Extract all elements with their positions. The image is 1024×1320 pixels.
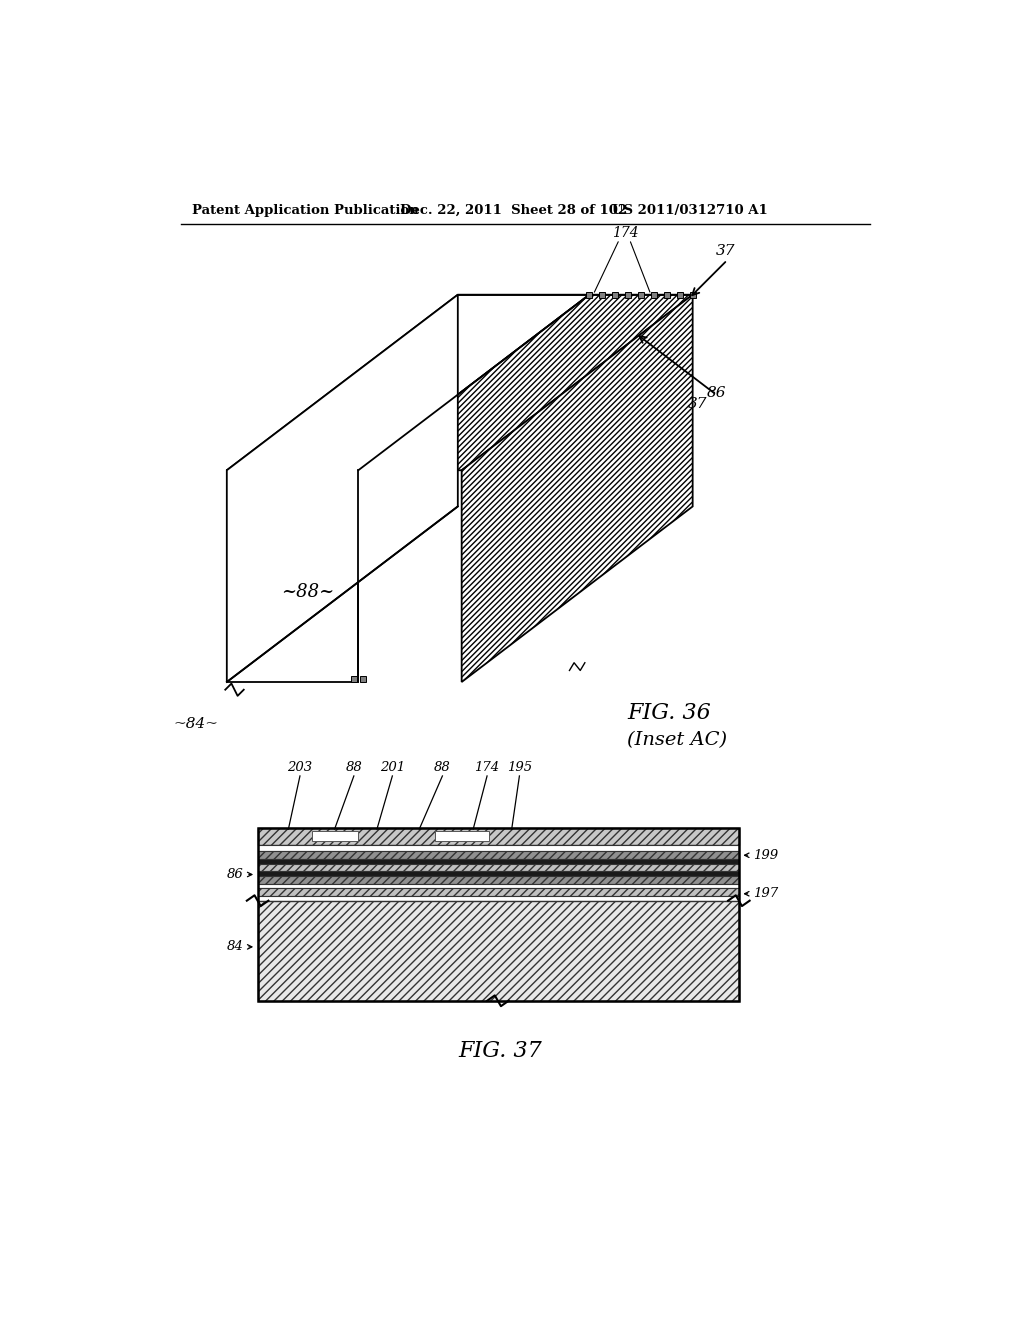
Text: Dec. 22, 2011  Sheet 28 of 102: Dec. 22, 2011 Sheet 28 of 102 [400,205,627,218]
Bar [599,292,605,298]
Polygon shape [226,294,590,470]
Text: US 2011/0312710 A1: US 2011/0312710 A1 [611,205,768,218]
Text: FIG. 37: FIG. 37 [459,1040,542,1061]
Bar [625,292,631,298]
Text: ~84~: ~84~ [173,717,218,731]
Bar [258,900,739,1001]
Text: 174: 174 [474,762,500,775]
Text: Patent Application Publication: Patent Application Publication [193,205,419,218]
Bar [311,830,357,841]
Bar [612,292,618,298]
Text: 199: 199 [753,849,778,862]
Polygon shape [226,294,458,682]
Bar [258,896,739,900]
Text: ~88~: ~88~ [282,582,335,601]
Text: (Inset AC): (Inset AC) [628,731,727,748]
Text: 203: 203 [288,762,312,775]
Text: 201: 201 [380,762,404,775]
Bar [258,829,739,1001]
Bar [677,292,683,298]
Text: FIG. 36: FIG. 36 [628,702,711,723]
Bar [664,292,670,298]
Text: 86: 86 [707,385,726,400]
Polygon shape [358,294,692,470]
Bar [258,829,739,845]
Polygon shape [226,470,358,682]
Text: 84: 84 [227,940,244,953]
Text: 37: 37 [687,397,707,411]
Text: 195: 195 [507,762,532,775]
Bar [689,292,695,298]
Polygon shape [462,294,692,682]
Bar [258,859,739,863]
Text: 86: 86 [227,869,244,880]
Bar [258,863,739,871]
Bar [258,851,739,859]
Text: 88: 88 [345,762,362,775]
Bar [435,830,488,841]
Text: 37: 37 [716,244,735,257]
Text: 197: 197 [753,887,778,900]
Bar [638,292,644,298]
Bar [587,292,593,298]
Text: 174: 174 [612,226,639,240]
Bar [258,845,739,851]
Bar [359,676,366,682]
Bar [258,871,739,876]
Text: 88: 88 [434,762,451,775]
Bar [258,888,739,896]
Bar [350,676,356,682]
Bar [258,884,739,888]
Bar [258,876,739,884]
Bar [651,292,657,298]
